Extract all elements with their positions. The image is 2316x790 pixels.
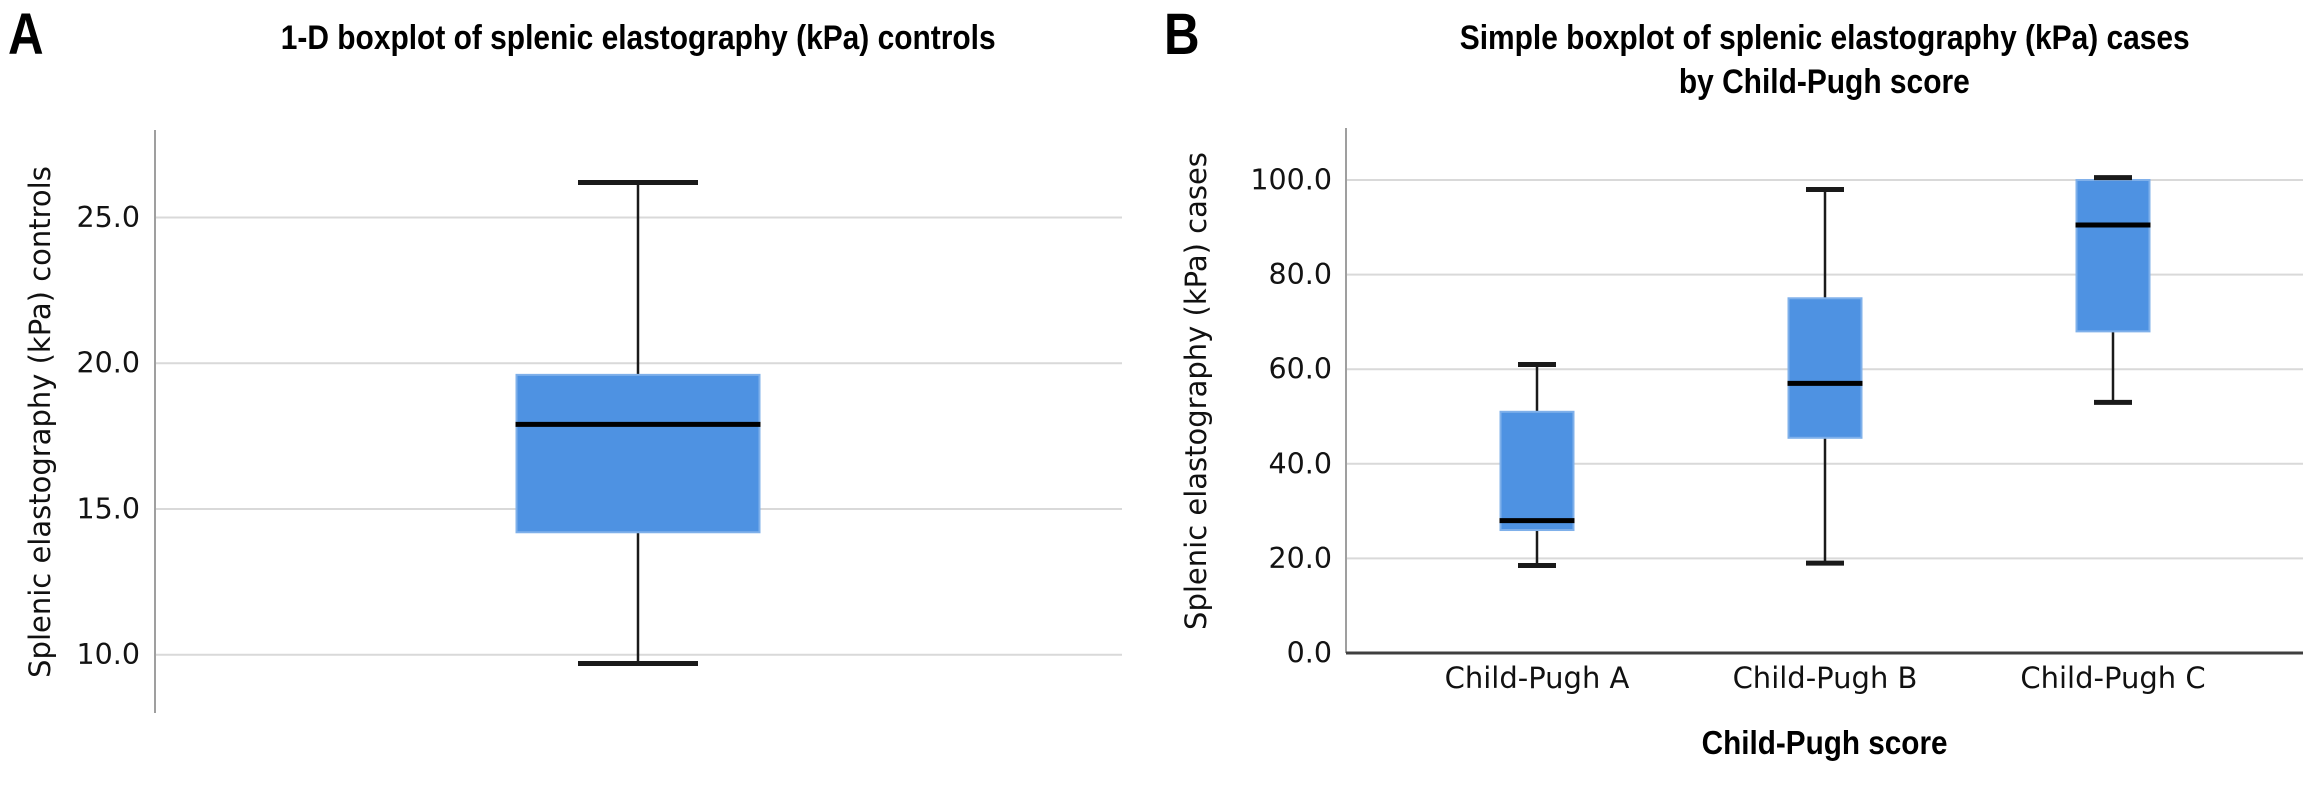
y-tick-label: 20.0	[77, 347, 140, 380]
y-tick-label: 10.0	[77, 638, 140, 671]
y-tick-label: 0.0	[1287, 637, 1332, 670]
y-tick-label: 100.0	[1250, 164, 1332, 197]
panel-b-title-line-1: Simple boxplot of splenic elastography (…	[1459, 19, 2190, 57]
category-label-child-pugh-a: Child-Pugh A	[1444, 661, 1630, 695]
panel-a-title-text: 1-D boxplot of splenic elastography (kPa…	[281, 19, 996, 57]
panel-b-label: B	[1164, 2, 1200, 67]
panel-b-x-axis-title-text: Child-Pugh score	[1701, 724, 1948, 761]
panel-a-title: 1-D boxplot of splenic elastography (kPa…	[155, 16, 1122, 60]
panel-a-label: A	[8, 2, 44, 67]
panel-b-x-axis-title: Child-Pugh score	[1346, 724, 2303, 762]
boxplot-box	[515, 373, 761, 534]
panel-b-title-line-2: by Child-Pugh score	[1679, 63, 1970, 101]
y-tick-label: 25.0	[77, 201, 140, 234]
y-tick-label: 80.0	[1269, 258, 1332, 291]
panel-b-title: Simple boxplot of splenic elastography (…	[1346, 16, 2303, 104]
boxplot-box	[1499, 410, 1575, 532]
category-label-child-pugh-c: Child-Pugh C	[2020, 661, 2206, 695]
boxplot-box	[2075, 179, 2151, 333]
category-label-child-pugh-b: Child-Pugh B	[1732, 661, 1918, 695]
y-tick-label: 20.0	[1269, 542, 1332, 575]
panel-a-y-axis-label: Splenic elastography (kPa) controls	[23, 166, 57, 678]
y-tick-label: 40.0	[1269, 447, 1332, 480]
y-tick-label: 60.0	[1269, 353, 1332, 386]
boxplot-box	[1787, 297, 1863, 439]
y-tick-label: 15.0	[77, 492, 140, 525]
panel-b-y-axis-label: Splenic elastography (kPa) cases	[1179, 152, 1213, 630]
